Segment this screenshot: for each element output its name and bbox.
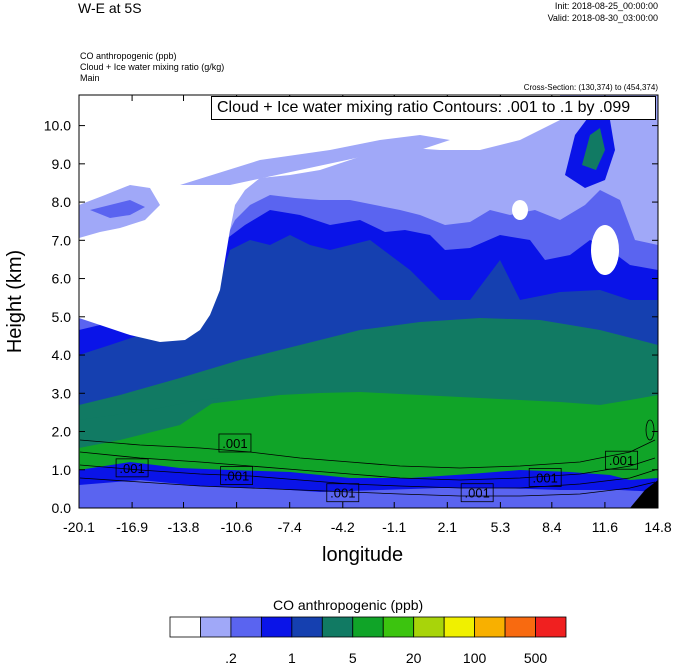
contour-label-box [460,483,494,503]
colorbar-label: 1 [288,650,296,666]
contour-label-box [220,466,254,485]
colorbar-swatch [230,616,262,638]
colorbar-label: 500 [524,650,548,666]
contour-label: .001 [222,436,247,451]
field-mid-blue-patch [90,200,145,218]
contour-label: .001 [119,461,144,476]
y-tick-label: 6.0 [52,271,72,287]
y-tick-label: 5.0 [52,309,72,325]
x-tick-label: 2.1 [438,519,458,535]
x-tick-label: 14.8 [644,519,671,535]
colorbar-swatch [169,616,201,638]
x-tick-label: -13.8 [168,519,200,535]
y-ticks: 0.0 1.0 2.0 3.0 4.0 5.0 6.0 7.0 8.0 9.0 10.0 [44,118,658,516]
colorbar: .2 1 5 20 100 500 [169,616,567,666]
y-tick-label: 10.0 [44,118,71,134]
contour-label: .001 [330,486,355,501]
field-label-main: Main [80,73,100,83]
colorbar-swatch [260,616,293,638]
colorbar-swatch [474,616,506,638]
cross-section-label: Cross-Section: (130,374) to (454,374) [523,83,658,92]
x-tick-label: -10.6 [221,519,253,535]
colorbar-label: 100 [463,650,487,666]
colorbar-swatch [321,616,354,638]
field-light-blue-streak [180,135,450,185]
field-teal-core-upper-right [582,128,605,170]
x-tick-label: -20.1 [63,519,95,535]
field-white-hole-2 [512,200,528,220]
contour-label: .001 [533,470,558,485]
plot-frame [78,94,659,509]
x-tick-label: -4.2 [331,519,355,535]
contour-label-box [528,468,562,487]
colorbar-swatch [535,616,567,638]
valid-time: Valid: 2018-08-30_03:00:00 [547,13,658,23]
y-tick-label: 2.0 [52,424,72,440]
y-tick-label: 3.0 [52,385,72,401]
field-white-hole-1 [591,225,619,275]
y-tick-label: 0.0 [52,500,72,516]
x-tick-label: -1.1 [382,519,406,535]
x-ticks: -20.1 -16.9 -13.8 -10.6 -7.4 -4.2 -1.1 2.1 5.3 8.… [63,95,672,535]
y-tick-label: 8.0 [52,194,72,210]
colorbar-swatch [443,616,476,638]
x-tick-label: -7.4 [278,519,302,535]
plot-title: W-E at 5S [78,0,142,16]
x-tick-label: -16.9 [116,519,148,535]
colorbar-label: .2 [225,650,237,666]
x-tick-label: 8.4 [542,519,562,535]
y-tick-label: 9.0 [52,156,72,172]
y-axis-label: Height (km) [4,249,27,354]
x-tick-label: 11.6 [592,519,618,535]
colorbar-label: 5 [349,650,357,666]
contour-lines [79,419,656,497]
field-black-corner [630,480,658,508]
contour-label-box [605,450,638,470]
field-label-cloud: Cloud + Ice water mixing ratio (g/kg) [80,62,225,72]
contour-label-box [326,483,360,503]
contour-label-box [218,433,252,453]
colorbar-swatch [291,616,323,638]
heatmap-field [79,95,658,508]
colorbar-swatch [352,616,384,638]
colorbar-swatch [382,616,415,638]
colorbar-title: CO anthropogenic (ppb) [273,597,424,613]
colorbar-swatch [200,616,232,638]
x-axis-label: longitude [322,544,404,566]
contour-label: .001 [465,486,490,501]
field-white [79,95,560,342]
colorbar-label: 20 [406,650,422,666]
contour-info-box: Cloud + Ice water mixing ratio Contours:… [211,96,656,120]
colorbar-swatch [504,616,536,638]
contour-label: .001 [609,453,634,468]
contour-labels: .001 .001 .001 .001 .001 .001 .001 [115,433,638,503]
contour-label: .001 [224,468,249,483]
colorbar-swatch [413,616,445,638]
y-tick-label: 1.0 [52,462,72,478]
contour-label-box [115,458,149,478]
y-tick-label: 4.0 [52,347,72,363]
field-teal-tongue [79,398,220,448]
field-label-co: CO anthropogenic (ppb) [80,51,177,61]
init-time: Init: 2018-08-25_00:00:00 [554,1,658,11]
y-tick-label: 7.0 [52,232,72,248]
x-tick-label: 5.3 [491,519,511,535]
